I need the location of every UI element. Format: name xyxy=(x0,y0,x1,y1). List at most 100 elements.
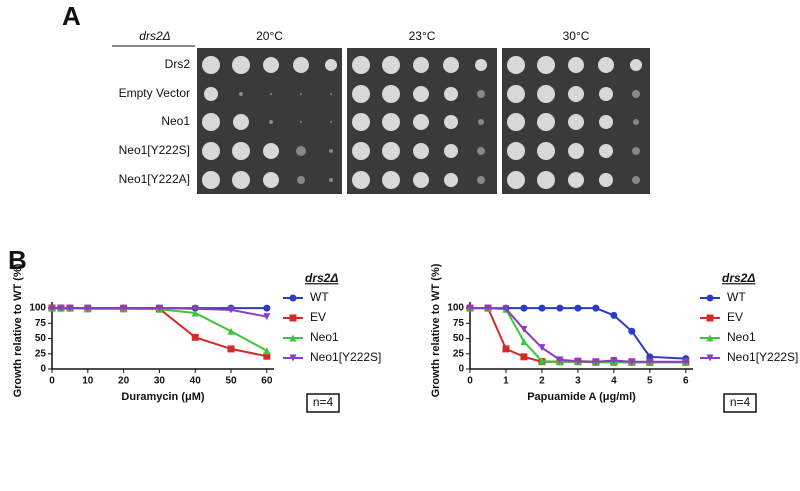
point xyxy=(538,304,546,312)
spot xyxy=(297,176,305,184)
point xyxy=(191,333,199,341)
point xyxy=(263,313,271,321)
spot xyxy=(443,57,459,73)
x-tick-label: 20 xyxy=(118,376,130,387)
point xyxy=(66,304,74,312)
y-tick-label: 0 xyxy=(40,364,46,375)
annotation-box xyxy=(306,393,340,413)
x-tick-label: 5 xyxy=(647,376,653,387)
spot xyxy=(507,113,525,131)
legend-title: drs2Δ xyxy=(305,271,338,285)
point xyxy=(520,325,528,333)
spot xyxy=(202,142,220,160)
x-tick-label: 3 xyxy=(575,376,581,387)
spot xyxy=(444,115,458,129)
point xyxy=(556,356,564,364)
legend-title: drs2Δ xyxy=(722,271,755,285)
x-tick-label: 40 xyxy=(190,376,202,387)
spot xyxy=(270,93,272,95)
spot xyxy=(444,173,458,187)
legend-label: Neo1 xyxy=(727,330,756,344)
point xyxy=(484,304,492,312)
spot xyxy=(632,147,640,155)
point xyxy=(706,294,714,302)
point xyxy=(592,304,600,312)
x-tick-label: 6 xyxy=(683,376,689,387)
point xyxy=(57,304,65,312)
spot xyxy=(537,56,555,74)
point xyxy=(538,344,546,352)
point xyxy=(289,294,297,302)
y-tick-label: 100 xyxy=(447,303,464,314)
spot xyxy=(382,85,400,103)
y-tick-label: 50 xyxy=(453,333,465,344)
point xyxy=(263,352,271,360)
temperature-label: 30°C xyxy=(563,29,590,43)
spot xyxy=(507,171,525,189)
y-tick-label: 25 xyxy=(35,348,47,359)
series-line xyxy=(470,307,686,363)
spot xyxy=(232,171,250,189)
spot xyxy=(475,59,487,71)
spot xyxy=(632,90,640,98)
point xyxy=(574,304,582,312)
point xyxy=(556,304,564,312)
x-tick-label: 10 xyxy=(82,376,94,387)
annotation-box xyxy=(723,393,757,413)
point xyxy=(706,354,714,362)
spot xyxy=(444,144,458,158)
x-tick-label: 30 xyxy=(154,376,166,387)
row-label: Neo1[Y222A] xyxy=(119,172,190,186)
spot xyxy=(633,119,639,125)
series-line xyxy=(52,307,268,352)
spot xyxy=(202,171,220,189)
point xyxy=(289,334,297,342)
point xyxy=(191,305,199,313)
spot xyxy=(413,57,429,73)
point xyxy=(520,338,528,346)
spot xyxy=(413,172,429,188)
spot xyxy=(599,144,613,158)
spot xyxy=(599,115,613,129)
spot xyxy=(330,93,332,95)
spot xyxy=(263,143,279,159)
annotation: n=4 xyxy=(730,395,751,409)
spot xyxy=(202,113,220,131)
spot xyxy=(296,146,306,156)
point xyxy=(706,314,714,322)
annotation: n=4 xyxy=(313,395,334,409)
spot xyxy=(568,114,584,130)
point xyxy=(628,327,636,335)
spot xyxy=(630,59,642,71)
spot xyxy=(598,57,614,73)
point xyxy=(502,345,510,353)
spot xyxy=(382,113,400,131)
point xyxy=(155,304,163,312)
point xyxy=(227,306,235,314)
point xyxy=(574,357,582,365)
spot xyxy=(263,57,279,73)
spot xyxy=(537,113,555,131)
spot xyxy=(325,59,337,71)
y-tick-label: 75 xyxy=(453,318,465,329)
spot xyxy=(382,56,400,74)
spot xyxy=(263,172,279,188)
series-line xyxy=(470,307,686,364)
spot xyxy=(352,113,370,131)
spot xyxy=(329,178,333,182)
point xyxy=(646,358,654,366)
row-label: Drs2 xyxy=(165,57,191,71)
row-label: Neo1[Y222S] xyxy=(119,143,190,157)
point xyxy=(628,358,636,366)
spot xyxy=(352,171,370,189)
panel-label: A xyxy=(62,1,81,31)
spot xyxy=(382,142,400,160)
legend-label: WT xyxy=(310,290,329,304)
legend-label: WT xyxy=(727,290,746,304)
spot xyxy=(202,56,220,74)
spot xyxy=(477,147,485,155)
y-tick-label: 50 xyxy=(35,333,47,344)
point xyxy=(289,354,297,362)
legend-label: Neo1 xyxy=(310,330,339,344)
